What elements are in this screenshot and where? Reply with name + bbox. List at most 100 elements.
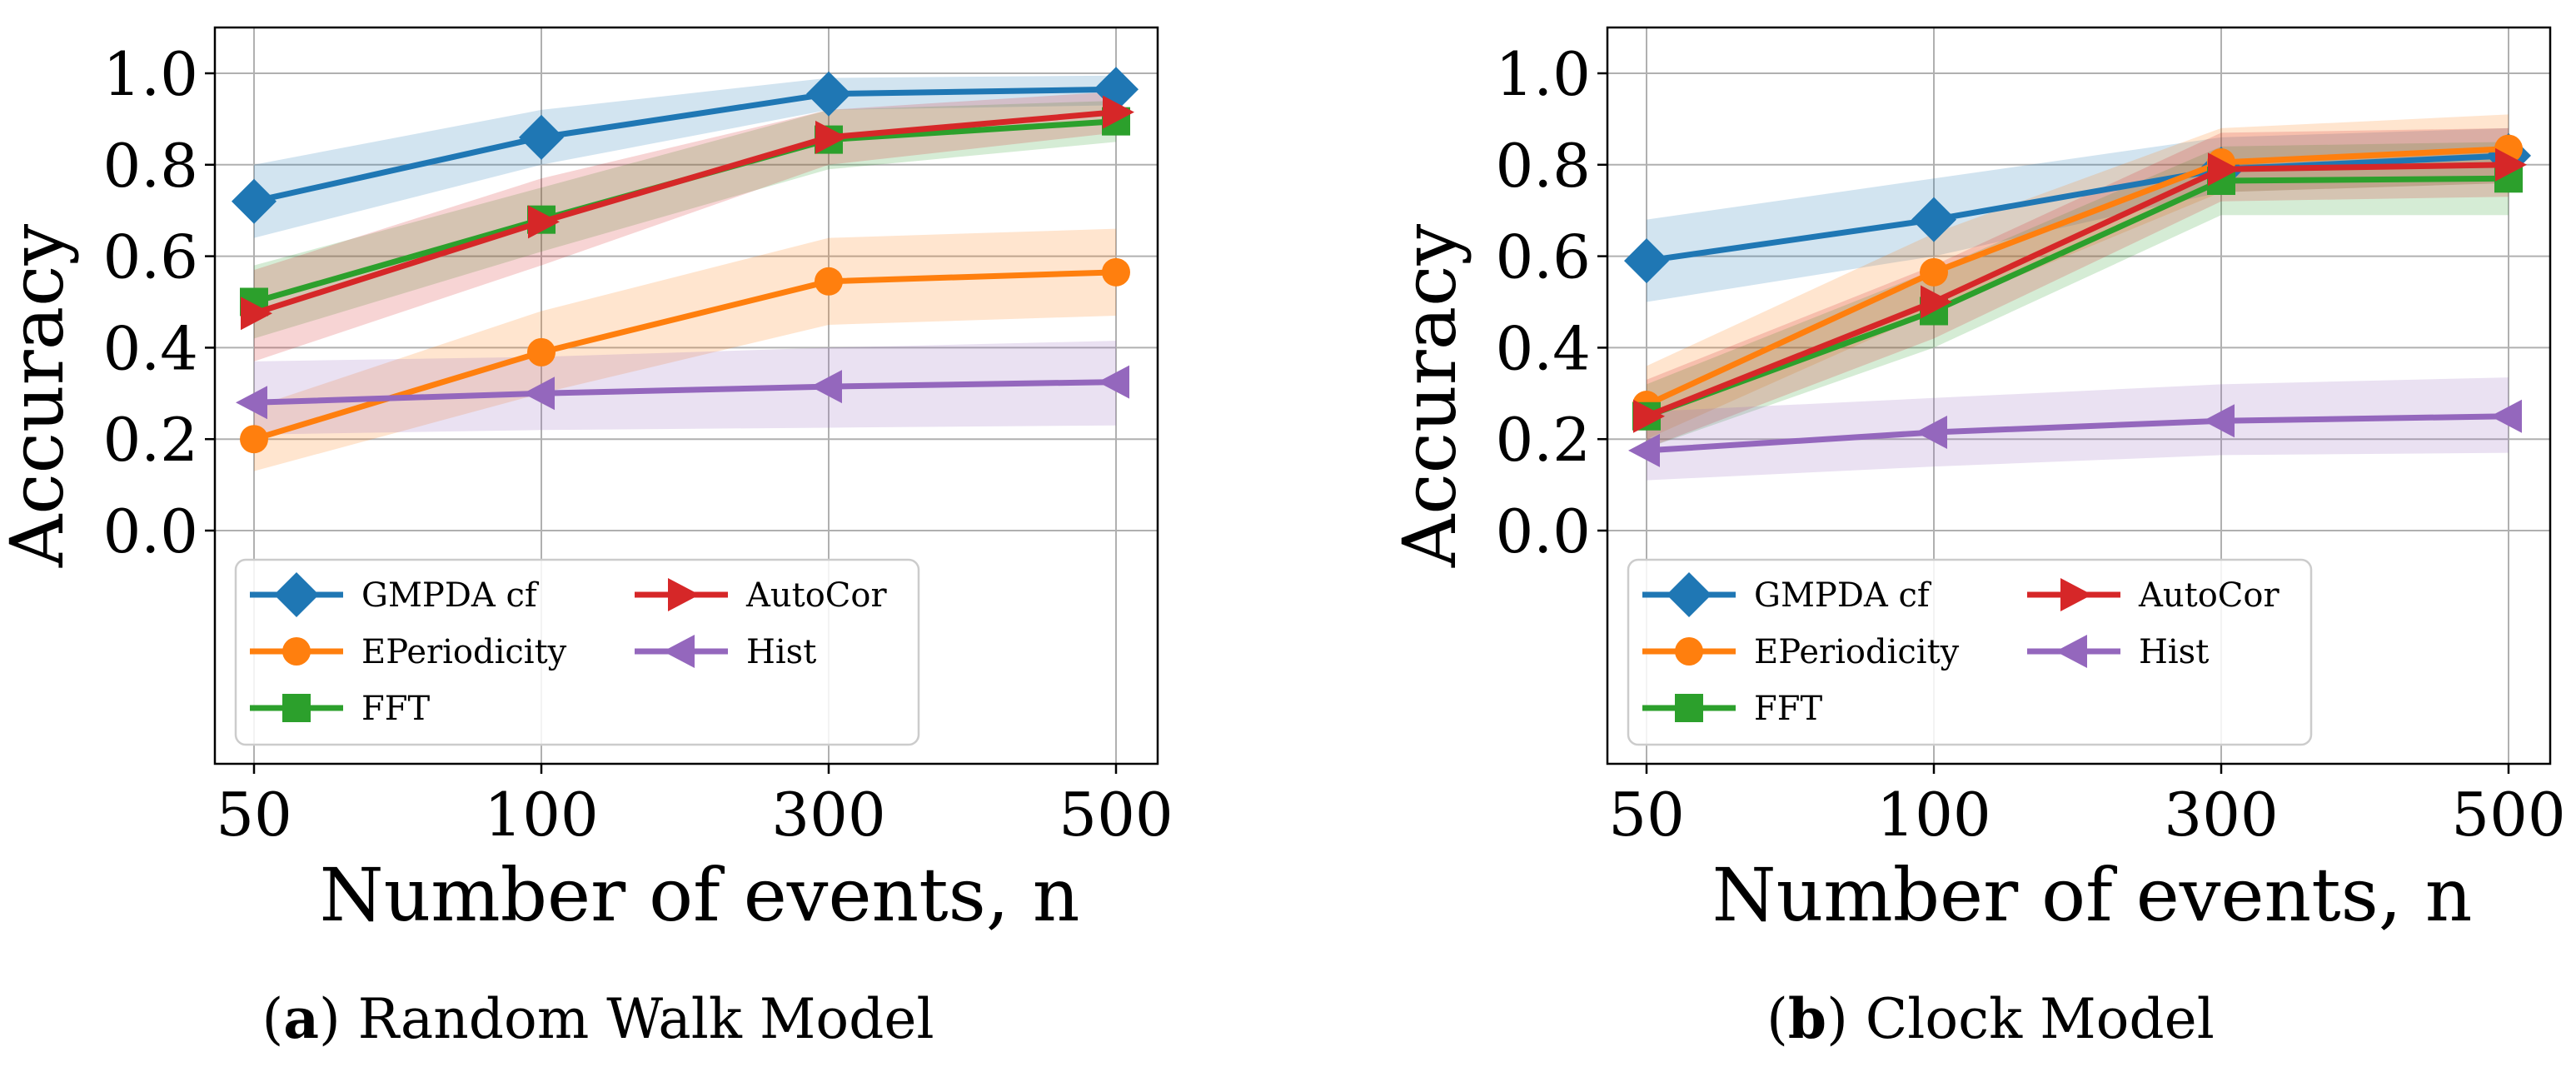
y-tick-label: 0.8	[102, 131, 198, 201]
x-tick-label: 100	[484, 780, 598, 850]
data-point-autocor	[2495, 147, 2527, 182]
data-point-autocor	[2208, 152, 2240, 187]
data-point-eperiodicity	[1102, 257, 1130, 287]
data-point-gmpda-cf	[806, 71, 851, 117]
legend-label-fft: FFT	[1754, 690, 1823, 728]
legend-box	[1627, 558, 2313, 746]
data-point-autocor	[1633, 399, 1665, 433]
legend-label-gmpda-cf: GMPDA cf	[1754, 576, 1932, 615]
caption-prefix: (	[1766, 987, 1788, 1051]
legend-label-autocor: AutoCor	[745, 576, 887, 615]
y-axis-label: Accuracy	[0, 224, 80, 569]
legend-marker-fft	[282, 694, 311, 722]
caption-prefix: (	[262, 987, 283, 1051]
x-tick-label: 50	[1608, 780, 1685, 850]
data-point-autocor	[815, 120, 847, 154]
data-point-gmpda-cf	[232, 178, 277, 224]
data-point-eperiodicity	[815, 267, 843, 296]
legend-marker-eperiodicity	[1675, 637, 1703, 666]
data-point-eperiodicity	[1920, 257, 1948, 287]
legend-marker-fft	[1675, 694, 1703, 722]
caption-suffix: )	[1826, 987, 1848, 1051]
y-tick-label: 0.8	[1495, 131, 1591, 201]
data-point-autocor	[241, 297, 272, 331]
caption-text: Clock Model	[1848, 987, 2215, 1051]
data-point-hist	[1628, 433, 1660, 467]
x-tick-label: 300	[771, 780, 885, 850]
data-point-hist	[523, 376, 555, 411]
y-tick-label: 0.2	[1495, 405, 1591, 475]
series-line-hist	[253, 379, 1117, 406]
legend-label-eperiodicity: EPeriodicity	[361, 633, 567, 671]
x-axis-label: Number of events, n	[320, 852, 1080, 938]
band-fft	[1647, 142, 2509, 449]
band-eperiodicity	[1647, 114, 2509, 440]
legend-label-autocor: AutoCor	[2138, 576, 2280, 615]
legend-marker-gmpda-cf	[1667, 572, 1712, 617]
caption-letter: a	[283, 986, 319, 1051]
data-point-autocor	[1103, 95, 1134, 129]
caption-b: (b) Clock Model	[1766, 986, 2215, 1051]
y-tick-label: 0.0	[1495, 496, 1591, 566]
data-point-hist	[236, 386, 267, 420]
series-line-eperiodicity	[1645, 146, 2509, 408]
data-point-hist	[2203, 404, 2235, 438]
legend-box	[234, 558, 920, 746]
data-point-hist	[1916, 415, 1947, 449]
legend-marker-autocor	[668, 578, 700, 611]
x-tick-label: 50	[216, 780, 292, 850]
legend-marker-hist	[2055, 635, 2087, 668]
axes-frame	[213, 26, 1159, 765]
y-tick-label: 0.6	[1495, 222, 1591, 292]
caption-text: Random Walk Model	[341, 987, 934, 1051]
caption-suffix: )	[319, 987, 341, 1051]
x-tick-label: 100	[1876, 780, 1991, 850]
x-axis-label: Number of events, n	[1712, 852, 2473, 938]
series-line-gmpda-cf	[1646, 152, 2509, 264]
data-point-eperiodicity	[527, 337, 556, 366]
y-tick-label: 0.6	[102, 222, 198, 292]
y-tick-label: 1.0	[102, 39, 198, 109]
caption-a: (a) Random Walk Model	[262, 986, 934, 1051]
caption-letter: b	[1788, 986, 1826, 1051]
series-line-autocor	[252, 109, 1117, 317]
data-point-autocor	[528, 205, 560, 239]
data-point-gmpda-cf	[1624, 238, 1669, 284]
legend-label-fft: FFT	[361, 690, 431, 728]
x-tick-label: 300	[2164, 780, 2278, 850]
axes-frame	[1606, 26, 2552, 765]
y-tick-label: 0.0	[102, 496, 198, 566]
data-point-hist	[2490, 399, 2522, 433]
legend-marker-hist	[663, 635, 695, 668]
legend-label-gmpda-cf: GMPDA cf	[361, 576, 540, 615]
x-tick-label: 500	[1059, 780, 1173, 850]
data-point-eperiodicity	[240, 425, 268, 454]
legend-label-hist: Hist	[746, 633, 816, 671]
data-point-hist	[810, 370, 842, 404]
data-point-autocor	[1921, 285, 1952, 319]
legend: GMPDA cf EPeriodicity FFT AutoCor Hist	[234, 558, 920, 746]
y-tick-label: 0.4	[1495, 313, 1591, 383]
series-line-fft	[1645, 175, 2509, 420]
y-axis-label: Accuracy	[1387, 224, 1472, 569]
legend: GMPDA cf EPeriodicity FFT AutoCor Hist	[1627, 558, 2313, 746]
data-point-gmpda-cf	[1911, 197, 1956, 242]
band-eperiodicity	[254, 228, 1116, 471]
x-tick-label: 500	[2451, 780, 2565, 850]
series-line-gmpda-cf	[253, 86, 1117, 205]
data-point-gmpda-cf	[519, 114, 564, 160]
legend-label-eperiodicity: EPeriodicity	[1754, 633, 1960, 671]
series-line-hist	[1646, 413, 2509, 454]
series-line-autocor	[1645, 162, 2509, 420]
legend-label-hist: Hist	[2139, 633, 2209, 671]
y-tick-label: 0.4	[102, 313, 198, 383]
y-tick-label: 1.0	[1495, 39, 1591, 109]
band-fft	[254, 100, 1116, 339]
legend-marker-eperiodicity	[282, 637, 311, 666]
legend-marker-autocor	[2060, 578, 2092, 611]
legend-marker-gmpda-cf	[274, 572, 319, 617]
y-tick-label: 0.2	[102, 405, 198, 475]
